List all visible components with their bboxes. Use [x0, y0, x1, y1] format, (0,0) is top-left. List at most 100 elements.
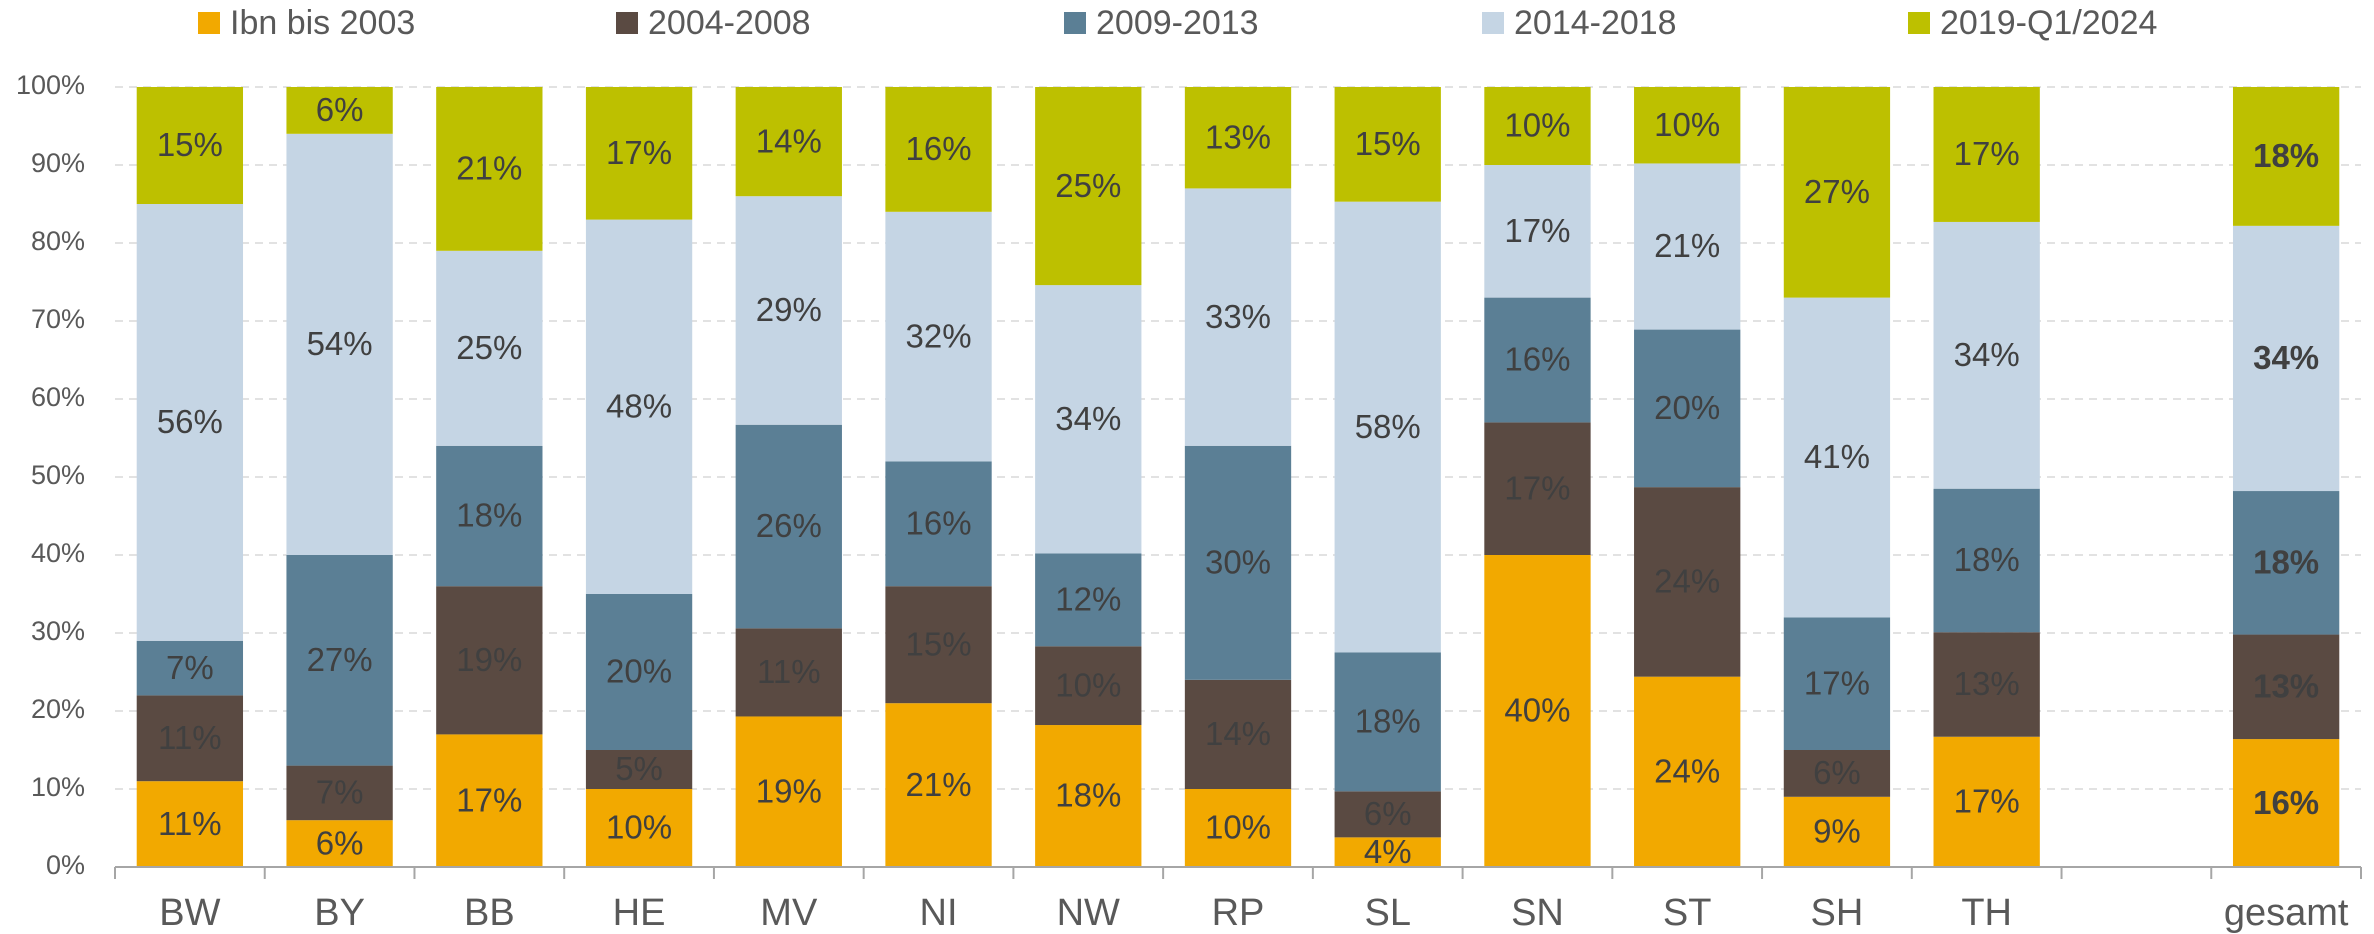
bar-segment — [885, 586, 992, 704]
bar-segment — [1484, 297, 1591, 423]
data-label: 17% — [1504, 469, 1570, 506]
x-tick-label: BW — [159, 892, 220, 934]
bar-segment — [1783, 297, 1891, 618]
x-tick-label: SL — [1364, 892, 1410, 934]
x-tick-label: MV — [760, 892, 818, 934]
x-tick-label: BB — [464, 892, 515, 934]
legend-label: 2004-2008 — [648, 4, 811, 42]
data-label: 21% — [456, 150, 522, 187]
data-label: 18% — [2253, 137, 2319, 174]
data-label: 17% — [1804, 664, 1870, 701]
data-label: 10% — [1055, 666, 1121, 703]
data-label: 56% — [157, 403, 223, 440]
bar-segment — [286, 765, 393, 821]
legend-label: Ibn bis 2003 — [230, 4, 415, 42]
y-tick-label: 20% — [31, 694, 85, 724]
bar-segment — [735, 87, 842, 197]
data-label: 27% — [307, 641, 373, 678]
x-tick-label: SH — [1811, 892, 1864, 934]
data-label: 18% — [1954, 541, 2020, 578]
bar-segment — [1334, 87, 1441, 202]
bar-segment — [1334, 791, 1441, 838]
bar-segment — [136, 640, 244, 696]
data-label: 33% — [1205, 298, 1271, 335]
legend-swatch — [616, 12, 638, 34]
bar-segment — [1334, 201, 1441, 653]
legend-swatch — [1482, 12, 1504, 34]
bar-segment — [2232, 739, 2340, 867]
data-label: 21% — [1654, 227, 1720, 264]
bar-segment — [1634, 676, 1741, 867]
bar-segment — [286, 87, 393, 134]
data-label: 32% — [906, 317, 972, 354]
x-tick-label: SN — [1511, 892, 1564, 934]
bar-segment — [1184, 679, 1292, 789]
data-label: 14% — [1205, 715, 1271, 752]
data-label: 16% — [1504, 341, 1570, 378]
data-label: 9% — [1813, 813, 1861, 850]
bar-segment — [136, 695, 244, 782]
data-label: 6% — [316, 824, 364, 861]
bar-segment — [1184, 87, 1292, 189]
data-label: 13% — [1954, 665, 2020, 702]
x-tick-label: RP — [1212, 892, 1265, 934]
x-tick-label: gesamt — [2224, 892, 2349, 934]
bar-segment — [585, 87, 693, 220]
bar-segment — [1933, 87, 2040, 222]
bar-segment — [735, 424, 842, 629]
data-label: 10% — [606, 809, 672, 846]
bar-segment — [286, 820, 393, 867]
data-label: 34% — [1055, 400, 1121, 437]
bar-segment — [436, 734, 543, 867]
bar-segment — [1783, 617, 1891, 750]
data-label: 10% — [1504, 107, 1570, 144]
bar-segment — [735, 196, 842, 425]
bar-segment — [1184, 188, 1292, 446]
data-label: 15% — [157, 126, 223, 163]
data-label: 58% — [1355, 408, 1421, 445]
bar-segment — [1634, 329, 1741, 488]
bar-segment — [585, 219, 693, 594]
bar-segment — [436, 87, 543, 251]
legend-label: 2014-2018 — [1514, 4, 1677, 42]
data-label: 17% — [1504, 212, 1570, 249]
data-label: 16% — [2253, 784, 2319, 821]
x-tick-label: NI — [920, 892, 958, 934]
bar-segment — [1035, 87, 1142, 286]
bar-segment — [1035, 553, 1142, 647]
bar-segment — [735, 716, 842, 867]
data-label: 41% — [1804, 438, 1870, 475]
bar-segment — [1933, 736, 2040, 867]
data-label: 12% — [1055, 581, 1121, 618]
data-label: 26% — [756, 507, 822, 544]
y-tick-label: 10% — [31, 772, 85, 802]
y-tick-label: 80% — [31, 226, 85, 256]
bar-segment — [136, 204, 244, 641]
data-label: 15% — [1355, 125, 1421, 162]
bar-segment — [136, 781, 244, 867]
data-label: 18% — [456, 497, 522, 534]
data-label: 13% — [1205, 118, 1271, 155]
bar-segment — [885, 87, 992, 212]
bar-segment — [2232, 225, 2340, 492]
bar-segment — [1184, 445, 1292, 680]
legend-swatch — [1908, 12, 1930, 34]
bar-segment — [585, 789, 693, 867]
data-label: 30% — [1205, 544, 1271, 581]
legend-label: 2009-2013 — [1096, 4, 1259, 42]
y-tick-label: 30% — [31, 616, 85, 646]
data-label: 6% — [1813, 754, 1861, 791]
bar-segment — [1933, 488, 2040, 633]
data-label: 40% — [1504, 692, 1570, 729]
bar-segment — [735, 628, 842, 717]
y-tick-label: 50% — [31, 460, 85, 490]
data-label: 19% — [756, 772, 822, 809]
data-label: 6% — [1364, 795, 1412, 832]
bar-segment — [1334, 837, 1441, 867]
data-label: 11% — [158, 719, 222, 756]
bar-segment — [1484, 555, 1591, 867]
bar-segment — [1035, 646, 1142, 726]
data-label: 17% — [1954, 135, 2020, 172]
bar-segment — [2232, 491, 2340, 635]
